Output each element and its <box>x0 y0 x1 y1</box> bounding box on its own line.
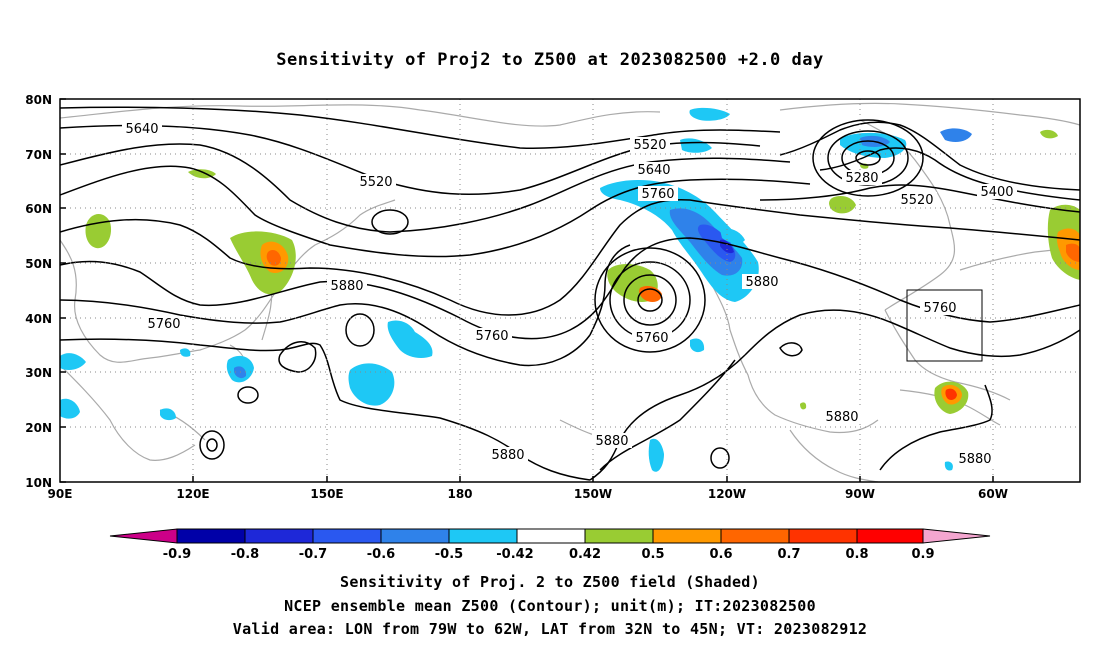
contour-label: 5640 <box>637 163 670 178</box>
lon-label-180: 180 <box>447 487 472 501</box>
contour-label: 5760 <box>635 331 668 346</box>
lon-label-150e: 150E <box>310 487 343 501</box>
caption-contour: NCEP ensemble mean Z500 (Contour); unit(… <box>284 597 816 615</box>
lon-label-120w: 120W <box>708 487 746 501</box>
contour-label: 5760 <box>147 317 180 332</box>
colorbar-label: -0.8 <box>231 547 259 562</box>
colorbar-label: 0.6 <box>709 547 732 562</box>
colorbar-label: -0.9 <box>163 547 191 562</box>
graticule <box>60 99 1080 482</box>
z500-contours <box>60 106 1080 481</box>
colorbar-segment <box>380 528 450 544</box>
colorbar-label: -0.6 <box>367 547 395 562</box>
lat-label-30n: 30N <box>25 366 52 380</box>
lon-labels: 90E 120E 150E 180 150W 120W 90W 60W <box>48 487 1008 501</box>
lon-label-60w: 60W <box>978 487 1008 501</box>
lat-label-10n: 10N <box>25 476 52 490</box>
contour-label: 5640 <box>125 122 158 137</box>
lat-label-50n: 50N <box>25 257 52 271</box>
caption-valid-area: Valid area: LON from 79W to 62W, LAT fro… <box>232 620 868 638</box>
contour-label: 5880 <box>595 434 628 449</box>
colorbar-label: -0.42 <box>496 547 533 562</box>
colorbar-segment <box>856 528 924 544</box>
colorbar-segment <box>720 528 790 544</box>
colorbar-label: -0.7 <box>299 547 327 562</box>
map-title: Sensitivity of Proj2 to Z500 at 20230825… <box>276 50 824 70</box>
colorbar-label: 0.5 <box>641 547 664 562</box>
colorbar-segment <box>788 528 858 544</box>
caption-shaded: Sensitivity of Proj. 2 to Z500 field (Sh… <box>340 573 760 591</box>
contour-label: 5280 <box>845 171 878 186</box>
valid-area-box <box>906 289 983 362</box>
lat-label-60n: 60N <box>25 202 52 216</box>
colorbar-right-tip <box>922 528 991 544</box>
lat-label-20n: 20N <box>25 421 52 435</box>
lon-label-120e: 120E <box>176 487 209 501</box>
contour-label: 5520 <box>900 193 933 208</box>
contour-label: 5760 <box>641 187 674 202</box>
axis-ticks <box>60 98 994 483</box>
contour-label: 5880 <box>958 452 991 467</box>
lat-label-70n: 70N <box>25 148 52 162</box>
contour-label: 5880 <box>825 410 858 425</box>
lon-label-150w: 150W <box>574 487 612 501</box>
colorbar-label: 0.42 <box>569 547 601 562</box>
colorbar-segment <box>652 528 722 544</box>
colorbar-label: 0.9 <box>911 547 934 562</box>
colorbar-label: -0.5 <box>435 547 463 562</box>
colorbar-segment <box>448 528 518 544</box>
colorbar-segment <box>244 528 314 544</box>
contour-label: 5520 <box>359 175 392 190</box>
coastlines <box>60 102 1080 482</box>
contour-label: 5880 <box>330 279 363 294</box>
contour-labels: 5640 5520 5520 5640 5760 5280 5520 5400 … <box>122 121 1017 467</box>
map-frame <box>59 98 1081 483</box>
contour-lows <box>199 119 924 469</box>
contour-label: 5760 <box>923 301 956 316</box>
contour-label: 5520 <box>633 138 666 153</box>
colorbar-segment <box>584 528 654 544</box>
lat-label-40n: 40N <box>25 312 52 326</box>
lat-label-80n: 80N <box>25 93 52 107</box>
sensitivity-shading <box>60 107 1080 472</box>
colorbar-segment <box>516 528 586 544</box>
colorbar-segment <box>176 528 246 544</box>
lat-labels: 80N 70N 60N 50N 40N 30N 20N 10N <box>25 93 52 490</box>
contour-label: 5880 <box>745 275 778 290</box>
contour-label: 5880 <box>491 448 524 463</box>
colorbar-label: 0.7 <box>777 547 800 562</box>
contour-label: 5760 <box>475 329 508 344</box>
colorbar-label: 0.8 <box>845 547 868 562</box>
colorbar-segment <box>312 528 382 544</box>
colorbar: -0.9 -0.8 -0.7 -0.6 -0.5 -0.42 0.42 0.5 … <box>109 528 991 562</box>
colorbar-left-tip <box>109 528 178 544</box>
contour-label: 5400 <box>980 185 1013 200</box>
lon-label-90e: 90E <box>48 487 73 501</box>
lon-label-90w: 90W <box>845 487 875 501</box>
